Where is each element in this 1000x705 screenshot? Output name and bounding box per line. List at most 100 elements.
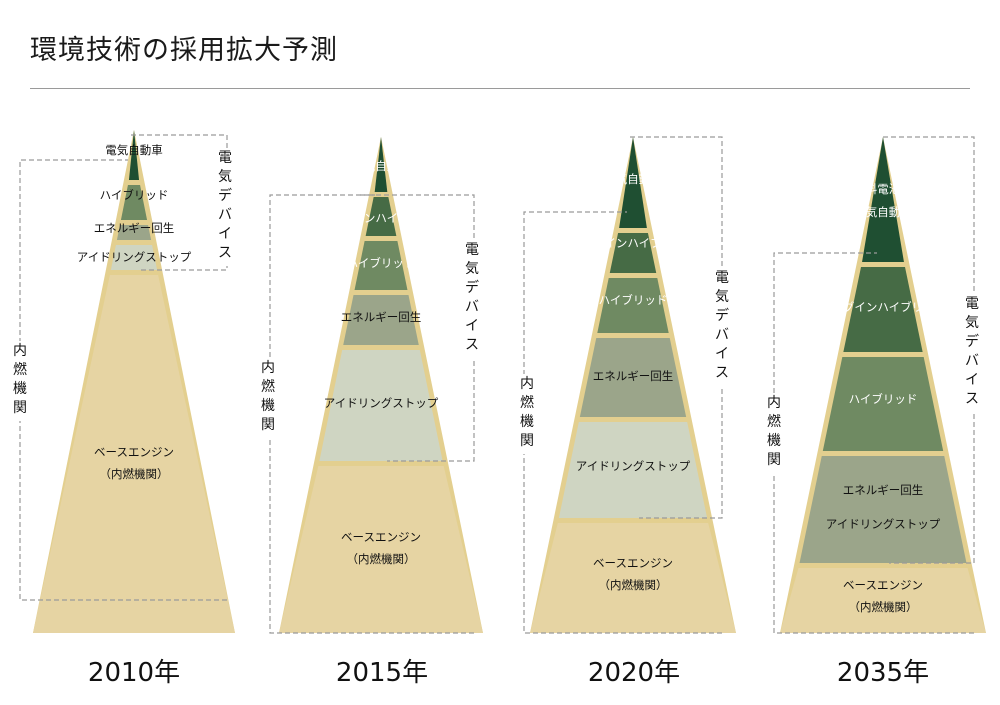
layer-base-3: [780, 568, 986, 633]
bracket-ice-bg-3: [765, 393, 783, 473]
layer-idle_stop-2: [558, 422, 708, 518]
svg-text:ス: ス: [465, 337, 479, 353]
svg-text:内: 内: [767, 395, 781, 411]
svg-text:バ: バ: [965, 353, 979, 369]
layer-ev-2: [619, 137, 647, 228]
svg-text:デ: デ: [965, 333, 979, 350]
bracket-ice-3: [773, 252, 974, 634]
label-base: ベースエンジン: [593, 556, 673, 570]
label-idle_stop: アイドリングストップ: [324, 396, 439, 410]
svg-text:燃: 燃: [13, 361, 27, 378]
svg-text:電: 電: [465, 242, 479, 258]
svg-text:ス: ス: [218, 245, 232, 261]
svg-text:機: 機: [13, 381, 27, 397]
label-plugin_hybrid: プラグインハイブリッド: [820, 300, 946, 314]
layer-energy_regen-0: [116, 225, 152, 240]
year-label-2: 2020年: [588, 658, 680, 688]
label-ev: 電気自動車: [105, 143, 163, 157]
sublabel-base: （内燃機関）: [849, 600, 918, 614]
svg-text:電: 電: [218, 150, 232, 166]
svg-text:ス: ス: [965, 391, 979, 407]
svg-text:機: 機: [261, 398, 275, 414]
svg-text:燃: 燃: [767, 413, 781, 430]
svg-text:ス: ス: [715, 365, 729, 381]
label-ev: 電気自動車: [604, 172, 662, 186]
svg-text:デ: デ: [465, 279, 479, 296]
label-base: ベースエンジン: [341, 530, 421, 544]
svg-text:バ: バ: [218, 207, 232, 223]
svg-text:関: 関: [13, 400, 27, 416]
sublabel-base: （内燃機関）: [347, 552, 416, 566]
svg-text:気: 気: [965, 315, 979, 331]
svg-text:イ: イ: [715, 346, 729, 362]
svg-text:バ: バ: [715, 327, 729, 343]
label-base: ベースエンジン: [94, 445, 174, 459]
layer-ev-1: [374, 137, 388, 192]
layer-idle_regen-3: [799, 456, 967, 563]
layer-hybrid-1: [354, 241, 408, 290]
label-hybrid: ハイブリッド: [347, 256, 416, 270]
svg-text:機: 機: [767, 433, 781, 449]
bracket-electric-bg-0: [216, 148, 234, 266]
svg-text:気: 気: [715, 289, 729, 305]
svg-text:電: 電: [715, 270, 729, 286]
bracket-electric-bg-1: [463, 240, 481, 358]
layer-idle_stop-1: [319, 350, 443, 461]
svg-text:気: 気: [465, 261, 479, 277]
label-base: ベースエンジン: [843, 578, 923, 592]
svg-text:関: 関: [520, 433, 534, 449]
year-label-3: 2035年: [837, 658, 929, 688]
label-idle_regen: エネルギー回生: [843, 483, 924, 497]
svg-text:機: 機: [520, 414, 534, 430]
svg-text:イ: イ: [218, 226, 232, 242]
bracket-ice-label-1: 内燃機関: [261, 360, 275, 433]
sublabel-base: （内燃機関）: [100, 467, 169, 481]
svg-text:デ: デ: [218, 187, 232, 204]
bracket-electric-bg-2: [713, 268, 731, 386]
layer-plugin_hybrid-2: [609, 233, 657, 273]
bracket-ice-label-0: 内燃機関: [13, 343, 27, 416]
label-fcv_ev: 燃料電池・: [854, 182, 912, 196]
page-title: 環境技術の採用拡大予測: [30, 35, 338, 66]
label-idle_stop: アイドリングストップ: [77, 250, 192, 264]
svg-text:内: 内: [261, 360, 275, 376]
label-hybrid: ハイブリッド: [100, 188, 169, 202]
label-hybrid: ハイブリッド: [849, 392, 918, 406]
bracket-electric-bg-3: [963, 294, 981, 412]
label2-fcv_ev: 電気自動車: [854, 205, 912, 219]
svg-text:内: 内: [520, 376, 534, 392]
svg-text:気: 気: [218, 169, 232, 185]
layer-energy_regen-1: [343, 295, 419, 345]
svg-text:燃: 燃: [520, 394, 534, 411]
label2-idle_regen: アイドリングストップ: [826, 517, 941, 531]
label-energy_regen: エネルギー回生: [94, 221, 175, 235]
svg-text:燃: 燃: [261, 378, 275, 395]
svg-text:内: 内: [13, 343, 27, 359]
bracket-ice-bg-0: [11, 341, 29, 421]
label-ev: 電気自動車: [352, 159, 410, 173]
svg-text:イ: イ: [965, 372, 979, 388]
layer-hybrid-3: [822, 357, 944, 451]
label-energy_regen: エネルギー回生: [341, 310, 422, 324]
layer-fcv_ev-3: [862, 137, 904, 262]
bracket-ice-bg-1: [259, 358, 277, 438]
bracket-ice-bg-2: [518, 374, 536, 454]
layer-energy_regen-2: [579, 338, 687, 417]
bracket-ice-label-3: 内燃機関: [767, 395, 781, 468]
label-plugin_hybrid: プラグインハイブリッド: [318, 211, 444, 225]
layer-hybrid-0: [120, 185, 148, 220]
layer-plugin_hybrid-3: [843, 267, 923, 352]
layer-base-2: [530, 523, 736, 633]
svg-text:関: 関: [261, 417, 275, 433]
svg-text:電: 電: [965, 296, 979, 312]
label-hybrid: ハイブリッド: [599, 293, 668, 307]
svg-text:デ: デ: [715, 307, 729, 324]
label-idle_stop: アイドリングストップ: [576, 459, 691, 473]
layer-idle_stop-0: [110, 245, 158, 270]
year-label-1: 2015年: [336, 658, 428, 688]
svg-text:イ: イ: [465, 318, 479, 334]
